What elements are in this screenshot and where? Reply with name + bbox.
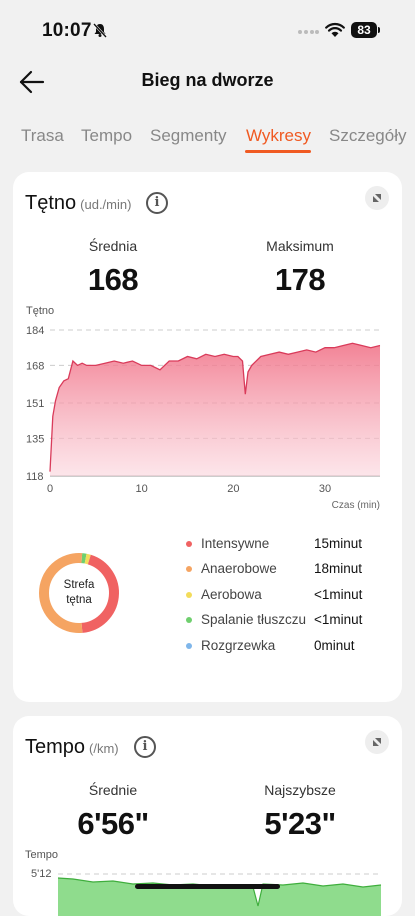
heart-rate-card: Tętno (ud./min) i Średnia 168 Maksimum 17… bbox=[13, 172, 402, 702]
bell-muted-icon bbox=[93, 23, 107, 38]
pace-average: Średnie 6'56" bbox=[33, 782, 193, 842]
wifi-icon bbox=[325, 22, 345, 37]
heart-rate-title: Tętno (ud./min) bbox=[25, 192, 131, 215]
heart-rate-average-label: Średnia bbox=[88, 238, 138, 254]
pace-chart-ytick: 5'12 bbox=[31, 868, 52, 880]
back-arrow-icon[interactable] bbox=[18, 68, 46, 96]
zone-slice-intensywne bbox=[81, 554, 119, 633]
active-tab-indicator bbox=[245, 150, 311, 153]
tab-bar: Trasa Tempo Segmenty Wykresy Szczegóły bbox=[0, 126, 415, 158]
zone-dot bbox=[186, 642, 192, 649]
hr-ytick-label: 168 bbox=[26, 360, 44, 372]
status-bar: 10:07 83 bbox=[0, 0, 415, 60]
heart-rate-average: Średnia 168 bbox=[33, 238, 193, 298]
pace-best: Najszybsze 5'23" bbox=[220, 782, 380, 842]
zone-name: Spalanie tłuszczu bbox=[201, 612, 307, 628]
hr-ytick-label: 118 bbox=[26, 471, 44, 483]
pace-chart bbox=[57, 873, 382, 916]
zone-time: <1minut bbox=[314, 612, 363, 628]
pace-best-value: 5'23" bbox=[264, 806, 336, 841]
zone-time: <1minut bbox=[314, 586, 363, 602]
zone-name: Rozgrzewka bbox=[201, 637, 276, 653]
heart-rate-max-label: Maksimum bbox=[266, 238, 334, 254]
hr-xtick-label: 30 bbox=[319, 483, 331, 495]
pace-title-text: Tempo bbox=[25, 736, 86, 758]
heart-rate-zone-donut bbox=[39, 553, 119, 633]
page-title: Bieg na dworze bbox=[141, 70, 274, 90]
zone-name: Anaerobowe bbox=[201, 561, 277, 577]
hr-area bbox=[50, 343, 380, 476]
zone-dot bbox=[186, 566, 192, 573]
hr-chart-ylabel: Tętno bbox=[26, 305, 54, 317]
tab-wykresy[interactable]: Wykresy bbox=[246, 126, 312, 145]
hr-ytick-label: 151 bbox=[26, 398, 44, 410]
zone-row-spalanie: Spalanie tłuszczu <1minut bbox=[186, 610, 396, 635]
heart-rate-max-value: 178 bbox=[274, 262, 326, 297]
zone-time: 0minut bbox=[314, 637, 355, 653]
status-time: 10:07 bbox=[42, 20, 92, 41]
pace-best-label: Najszybsze bbox=[264, 782, 336, 798]
home-indicator bbox=[135, 884, 280, 889]
zone-time: 18minut bbox=[314, 561, 363, 577]
expand-icon[interactable] bbox=[365, 186, 389, 210]
tab-tempo[interactable]: Tempo bbox=[81, 126, 133, 145]
zone-time: 15minut bbox=[314, 536, 363, 551]
zone-row-intensywne: Intensywne 15minut bbox=[186, 534, 396, 559]
hr-ytick-label: 184 bbox=[26, 325, 44, 337]
heart-rate-unit: (ud./min) bbox=[80, 197, 132, 212]
hr-xtick-label: 20 bbox=[227, 483, 239, 495]
zone-name: Aerobowa bbox=[201, 586, 262, 602]
hr-ytick-label: 135 bbox=[26, 433, 44, 445]
hr-xtick-label: 0 bbox=[47, 483, 53, 495]
expand-icon[interactable] bbox=[365, 730, 389, 754]
pace-average-label: Średnie bbox=[88, 782, 138, 798]
pace-title: Tempo (/km) bbox=[25, 736, 119, 759]
zone-slice-anaerobowe bbox=[39, 553, 83, 633]
pace-card: Tempo (/km) i Średnie 6'56" Najszybsze 5'… bbox=[13, 716, 402, 916]
donut-center-line-2: tętna bbox=[66, 594, 92, 606]
tab-segmenty[interactable]: Segmenty bbox=[150, 126, 227, 145]
signal-dots-icon bbox=[298, 30, 319, 34]
info-icon[interactable]: i bbox=[146, 192, 168, 214]
heart-rate-max: Maksimum 178 bbox=[220, 238, 380, 298]
zone-dot bbox=[186, 591, 192, 598]
info-icon[interactable]: i bbox=[134, 736, 156, 758]
donut-center-line-1: Strefa bbox=[63, 579, 95, 591]
zone-slice-aerobowa bbox=[84, 553, 91, 565]
zone-dot bbox=[186, 617, 192, 624]
zone-slice-spalanie bbox=[81, 553, 87, 564]
zone-name: Intensywne bbox=[201, 536, 270, 551]
app-header: Bieg na dworze bbox=[0, 60, 415, 104]
zone-row-anaerobowe: Anaerobowe 18minut bbox=[186, 559, 396, 584]
zone-legend: Intensywne 15minut Anaerobowe 18minut Ae… bbox=[186, 534, 396, 661]
pace-chart-ylabel: Tempo bbox=[25, 849, 59, 861]
hr-line bbox=[49, 342, 381, 472]
heart-rate-average-value: 168 bbox=[87, 262, 139, 297]
battery-indicator: 83 bbox=[351, 22, 380, 38]
pace-average-value: 6'56" bbox=[77, 806, 149, 841]
heart-rate-title-text: Tętno bbox=[25, 192, 77, 214]
hr-xtick-label: 10 bbox=[136, 483, 148, 495]
zone-row-rozgrzewka: Rozgrzewka 0minut bbox=[186, 636, 396, 661]
donut-center-label: Strefa tętna bbox=[36, 578, 122, 608]
hr-chart-xlabel: Czas (min) bbox=[332, 500, 380, 511]
zone-row-aerobowa: Aerobowa <1minut bbox=[186, 585, 396, 610]
tab-szczegoly[interactable]: Szczegóły bbox=[329, 126, 407, 145]
zone-dot bbox=[186, 541, 192, 547]
pace-unit: (/km) bbox=[89, 741, 119, 756]
tab-trasa[interactable]: Trasa bbox=[21, 126, 64, 145]
